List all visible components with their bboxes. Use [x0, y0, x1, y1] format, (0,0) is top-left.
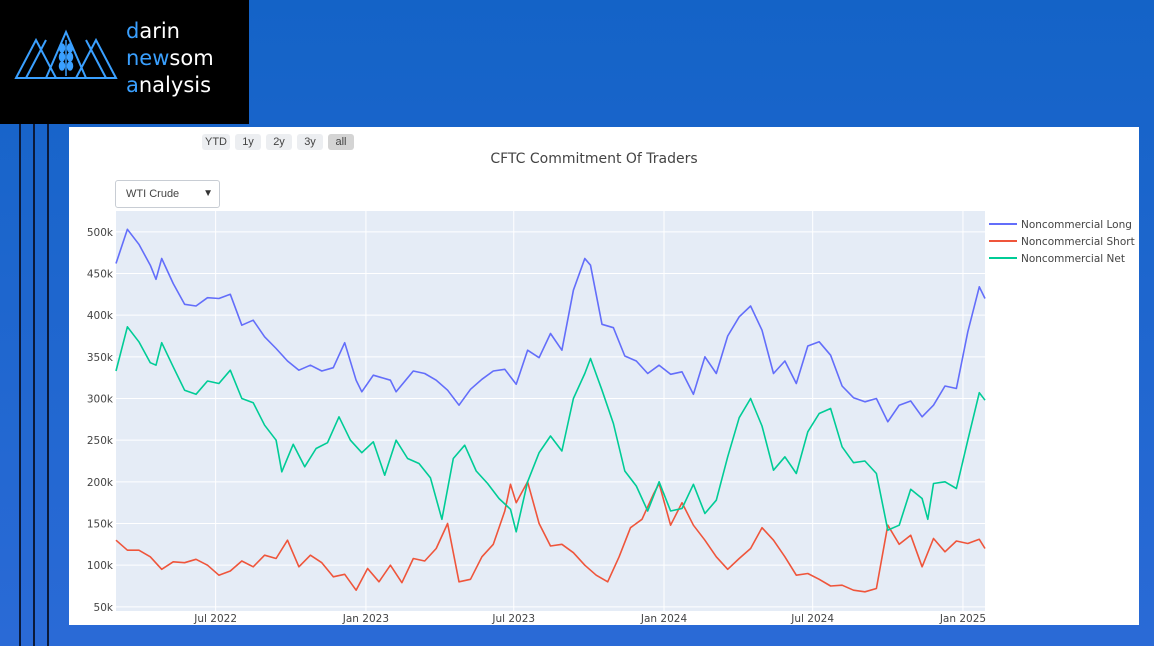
- chart-title: CFTC Commitment Of Traders: [490, 151, 698, 167]
- series-line-noncommercial-net: [115, 326, 986, 533]
- y-tick-label: 250k: [87, 435, 114, 447]
- series-line-noncommercial-short: [115, 481, 986, 593]
- chart-panel: YTD 1y 2y 3y all CFTC Commitment Of Traders …: [69, 127, 1139, 625]
- chevron-down-icon: ▼: [203, 188, 213, 199]
- logo-wordmark: darin newsom analysis: [126, 19, 214, 97]
- x-tick-label: Jul 2024: [790, 613, 834, 625]
- y-tick-label: 300k: [87, 394, 114, 406]
- legend-entry: Noncommercial Net: [1021, 253, 1125, 265]
- x-tick-label: Jul 2023: [491, 613, 535, 625]
- range-button-ytd[interactable]: YTD: [202, 134, 230, 150]
- x-tick-label: Jan 2024: [640, 613, 688, 625]
- legend-entry: Noncommercial Short: [1021, 236, 1135, 248]
- dropdown-selected-value: WTI Crude: [126, 188, 180, 200]
- logo-mountains-icon: [14, 29, 118, 79]
- range-button-1y[interactable]: 1y: [235, 134, 261, 150]
- y-tick-label: 400k: [87, 310, 114, 322]
- decor-stripe: [19, 124, 21, 646]
- range-button-2y[interactable]: 2y: [266, 134, 292, 150]
- commodity-dropdown[interactable]: WTI Crude ▼: [115, 180, 220, 208]
- y-tick-label: 100k: [87, 560, 114, 572]
- y-tick-label: 500k: [87, 227, 114, 239]
- y-tick-label: 350k: [87, 352, 114, 364]
- legend-entry: Noncommercial Long: [1021, 219, 1132, 231]
- x-tick-label: Jan 2023: [342, 613, 389, 625]
- x-tick-label: Jan 2025: [939, 613, 986, 625]
- decor-stripe: [47, 124, 49, 646]
- y-tick-label: 50k: [94, 602, 114, 614]
- plot-area: [116, 211, 985, 611]
- x-tick-label: Jul 2022: [193, 613, 237, 625]
- y-tick-label: 200k: [87, 477, 114, 489]
- decor-stripe: [33, 124, 35, 646]
- y-tick-label: 450k: [87, 269, 114, 281]
- range-button-3y[interactable]: 3y: [297, 134, 323, 150]
- series-line-noncommercial-long: [115, 228, 986, 423]
- line-chart[interactable]: 50k 100k 150k 200k 250k 300k 350k 400k 450k 500k J…: [69, 127, 1139, 625]
- range-button-all[interactable]: all: [328, 134, 354, 150]
- y-tick-label: 150k: [87, 519, 114, 531]
- logo-block: darin newsom analysis: [0, 0, 249, 124]
